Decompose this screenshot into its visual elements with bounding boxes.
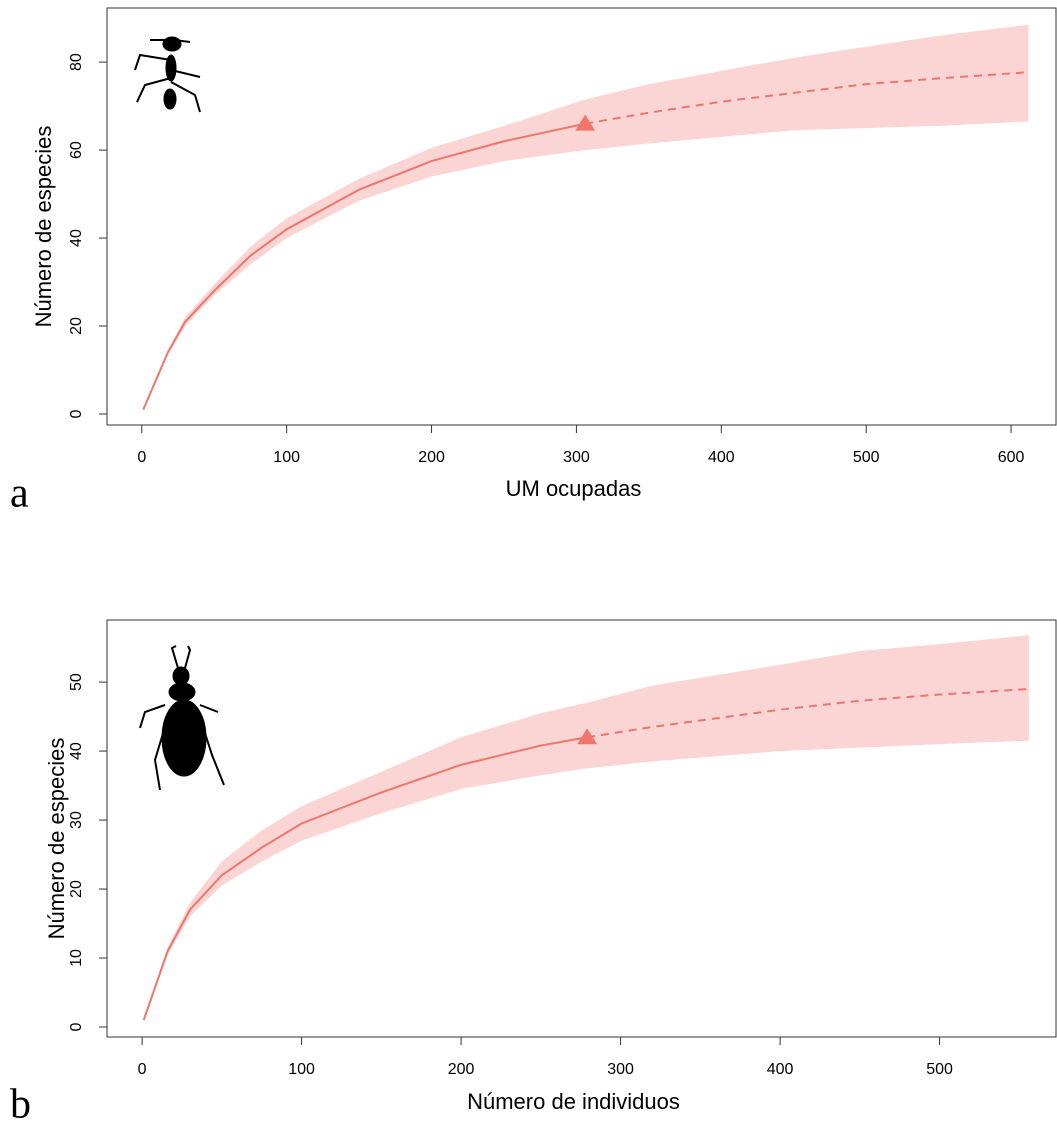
curve bbox=[143, 124, 585, 410]
x-tick-label: 400 bbox=[708, 449, 735, 466]
x-tick-label: 300 bbox=[607, 1061, 634, 1078]
y-tick-label: 0 bbox=[68, 409, 85, 418]
page: {"chart_data": [ {"type": "line", "panel… bbox=[0, 0, 1057, 1125]
beetle-icon bbox=[140, 646, 224, 790]
x-axis-title: UM ocupadas bbox=[506, 476, 642, 501]
figure: 0100200300400500600020406080UM ocupadasN… bbox=[0, 0, 1057, 1125]
y-tick-label: 0 bbox=[68, 1022, 85, 1031]
y-tick-label: 40 bbox=[68, 229, 85, 247]
panel-label: b bbox=[10, 1082, 31, 1125]
x-tick-label: 200 bbox=[448, 1061, 475, 1078]
panel-label: a bbox=[10, 471, 29, 517]
x-tick-label: 600 bbox=[998, 449, 1025, 466]
y-tick-label: 20 bbox=[68, 317, 85, 335]
y-tick-label: 40 bbox=[68, 742, 85, 760]
x-tick-label: 500 bbox=[926, 1061, 953, 1078]
y-tick-label: 30 bbox=[68, 811, 85, 829]
x-tick-label: 400 bbox=[767, 1061, 794, 1078]
x-tick-label: 0 bbox=[138, 1061, 147, 1078]
y-tick-label: 60 bbox=[68, 141, 85, 159]
x-tick-label: 200 bbox=[418, 449, 445, 466]
ant-icon bbox=[135, 37, 200, 112]
y-axis-title: Número de especies bbox=[44, 738, 69, 940]
x-tick-label: 500 bbox=[853, 449, 880, 466]
y-tick-label: 10 bbox=[68, 949, 85, 967]
confidence-band bbox=[144, 635, 1029, 1020]
x-tick-label: 0 bbox=[137, 449, 146, 466]
x-tick-label: 300 bbox=[563, 449, 590, 466]
x-tick-label: 100 bbox=[273, 449, 300, 466]
x-tick-label: 100 bbox=[288, 1061, 315, 1078]
y-tick-label: 20 bbox=[68, 880, 85, 898]
y-axis-title: Número de especies bbox=[31, 126, 56, 328]
y-tick-label: 80 bbox=[68, 53, 85, 71]
x-axis-title: Número de individuos bbox=[467, 1089, 680, 1114]
y-tick-label: 50 bbox=[68, 673, 85, 691]
